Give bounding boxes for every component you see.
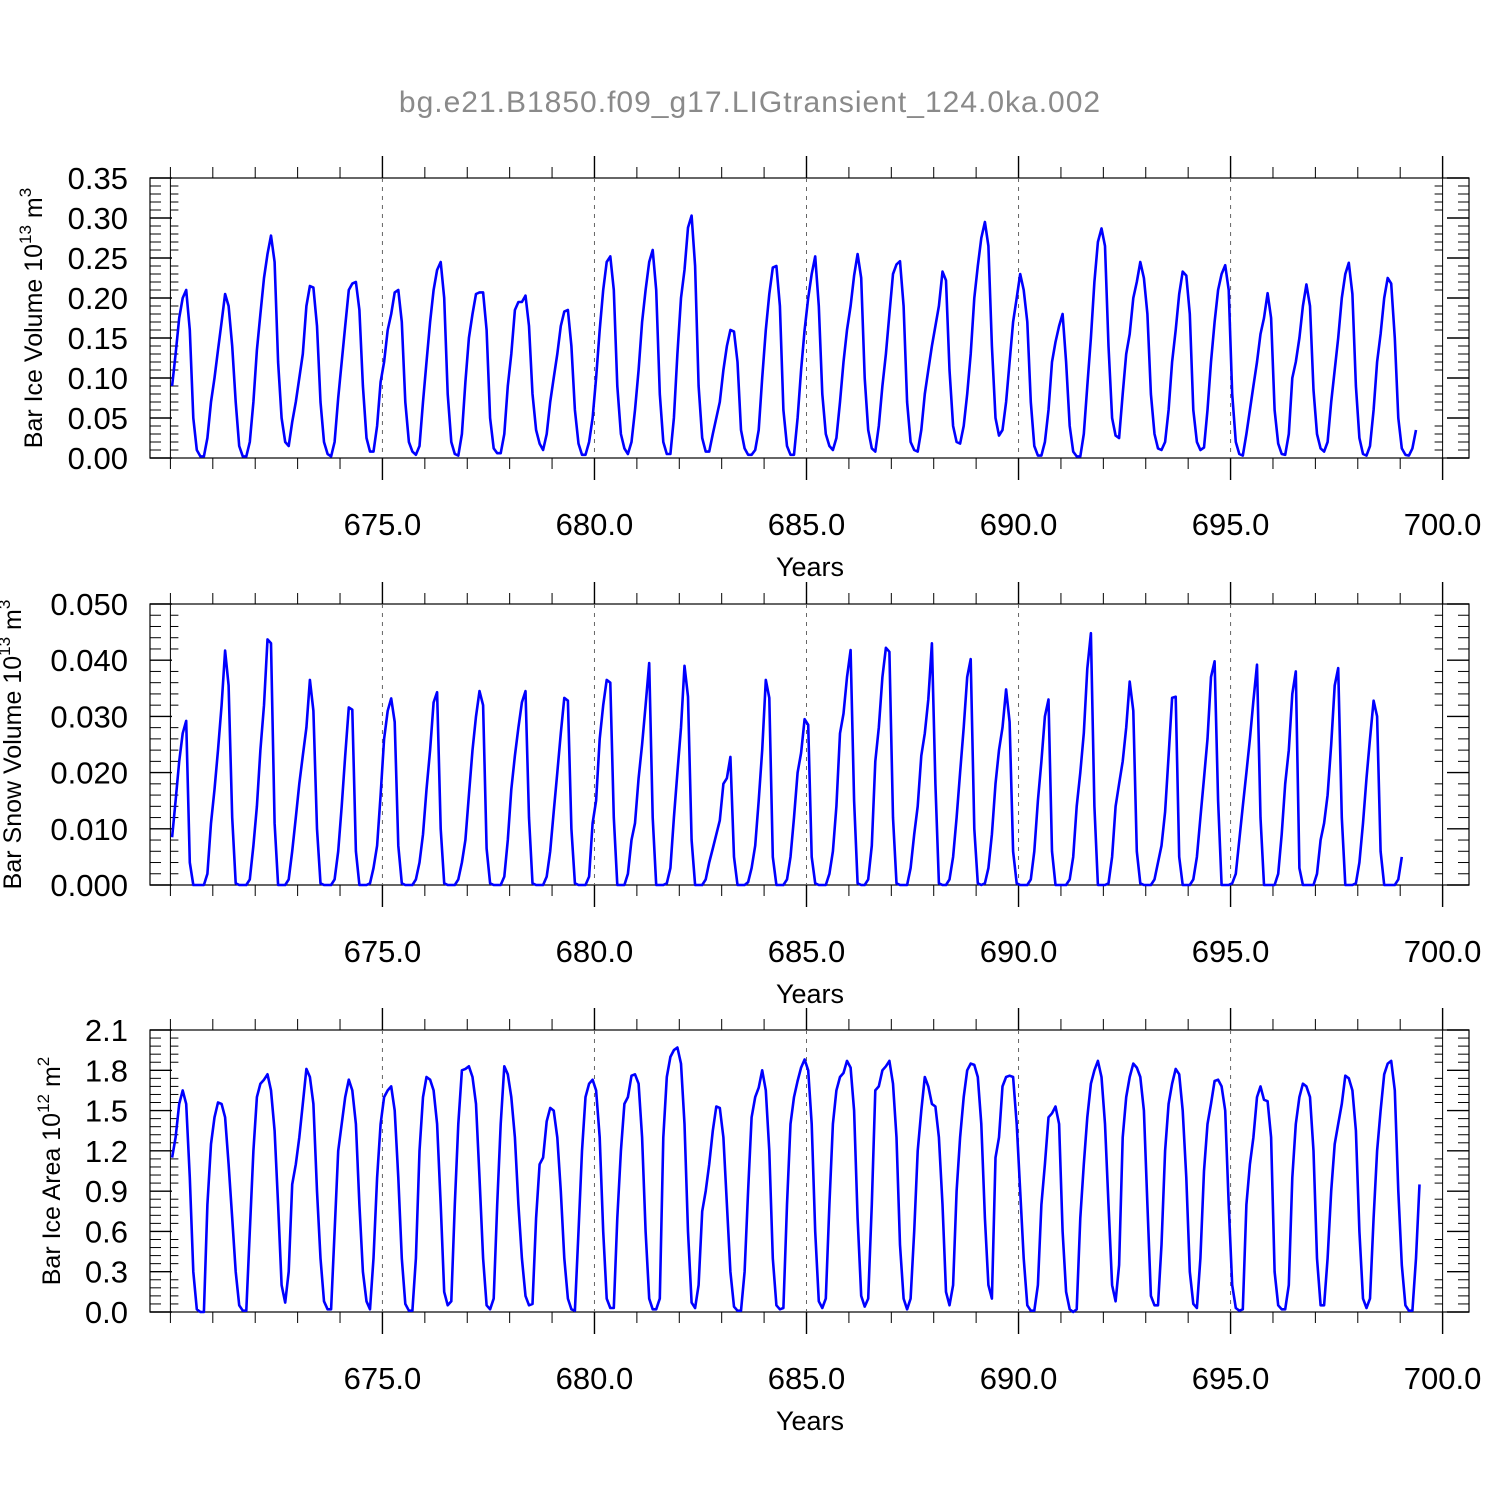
y-tick-label: 0.3 <box>85 1255 128 1290</box>
x-tick-label: 685.0 <box>768 934 846 969</box>
x-axis-label: Years <box>776 552 844 582</box>
y-tick-label: 0.040 <box>50 643 128 678</box>
y-tick-label: 0.030 <box>50 699 128 734</box>
x-tick-label: 680.0 <box>556 1361 634 1396</box>
x-tick-label: 675.0 <box>344 934 422 969</box>
x-tick-label: 680.0 <box>556 934 634 969</box>
y-tick-label: 0.15 <box>68 321 128 356</box>
y-axis-label: Bar Ice Volume 1013 m3 <box>16 188 48 448</box>
x-tick-label: 690.0 <box>980 1361 1058 1396</box>
chart-panel-1: 0.00 0.05 0.10 0.15 0.20 0.25 0.30 0.35 675.0 680… <box>16 156 1481 582</box>
x-tick-label: 700.0 <box>1404 507 1482 542</box>
x-tick-label: 695.0 <box>1192 1361 1270 1396</box>
y-tick-label: 0.35 <box>68 161 128 196</box>
y-tick-label: 1.5 <box>85 1094 128 1129</box>
series-line-1 <box>170 631 1404 887</box>
y-tick-label: 1.2 <box>85 1134 128 1169</box>
x-tick-label: 685.0 <box>768 507 846 542</box>
x-tick-label: 690.0 <box>980 507 1058 542</box>
series-line-1 <box>170 214 1418 458</box>
plot-frame <box>149 1029 1470 1313</box>
y-tick-label: 0.00 <box>68 441 128 476</box>
x-axis-label: Years <box>776 1406 844 1436</box>
panels: 0.00 0.05 0.10 0.15 0.20 0.25 0.30 0.35 675.0 680… <box>0 156 1481 1436</box>
x-tick-label: 690.0 <box>980 934 1058 969</box>
y-axis-label: Bar Ice Area 1012 m2 <box>34 1057 66 1286</box>
y-tick-label: 0.0 <box>85 1295 128 1330</box>
x-tick-label: 700.0 <box>1404 1361 1482 1396</box>
plot-frame <box>149 177 1470 459</box>
x-tick-label: 680.0 <box>556 507 634 542</box>
x-tick-label: 695.0 <box>1192 934 1270 969</box>
y-tick-label: 0.010 <box>50 812 128 847</box>
series-line-1 <box>170 1046 1421 1314</box>
plot-frame <box>149 603 1470 886</box>
y-tick-label: 0.050 <box>50 587 128 622</box>
y-tick-label: 0.25 <box>68 241 128 276</box>
y-tick-label: 0.05 <box>68 401 128 436</box>
y-tick-label: 0.9 <box>85 1174 128 1209</box>
y-tick-label: 0.000 <box>50 868 128 903</box>
x-tick-label: 675.0 <box>344 1361 422 1396</box>
x-tick-label: 685.0 <box>768 1361 846 1396</box>
y-tick-label: 0.020 <box>50 756 128 791</box>
x-tick-label: 695.0 <box>1192 507 1270 542</box>
chart-panel-3: 0.0 0.3 0.6 0.9 1.2 1.5 1.8 2.1 675.0 680.0 685.0 6… <box>34 1008 1481 1436</box>
y-tick-label: 0.6 <box>85 1214 128 1249</box>
figure-title: bg.e21.B1850.f09_g17.LIGtransient_124.0k… <box>399 86 1101 119</box>
y-tick-label: 0.20 <box>68 281 128 316</box>
y-axis-label: Bar Snow Volume 1013 m3 <box>0 600 27 890</box>
y-tick-label: 2.1 <box>85 1013 128 1048</box>
chart-panel-2: 0.000 0.010 0.020 0.030 0.040 0.050 675.0 680.0… <box>0 582 1481 1009</box>
x-axis-label: Years <box>776 979 844 1009</box>
y-tick-label: 1.8 <box>85 1053 128 1088</box>
x-tick-label: 700.0 <box>1404 934 1482 969</box>
x-tick-label: 675.0 <box>344 507 422 542</box>
y-tick-label: 0.10 <box>68 361 128 396</box>
y-tick-label: 0.30 <box>68 201 128 236</box>
